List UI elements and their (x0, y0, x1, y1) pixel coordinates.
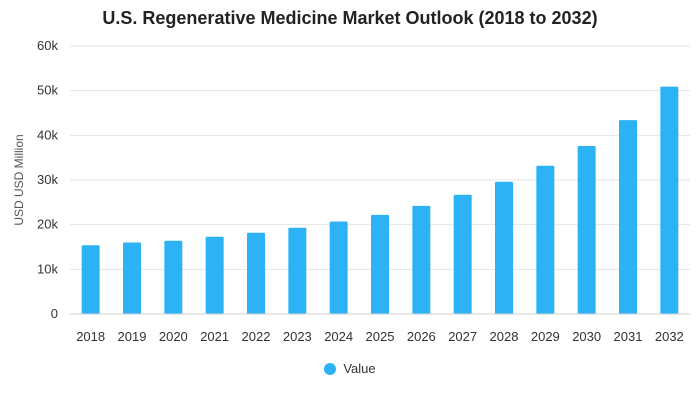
bar-2026[interactable] (412, 205, 431, 314)
x-tick-label: 2026 (407, 329, 436, 344)
x-tick-label: 2027 (448, 329, 477, 344)
bar-2018[interactable] (81, 245, 100, 314)
y-tick-label: 10k (37, 261, 58, 276)
y-axis-label: USD USD Million (12, 134, 26, 225)
axis-layer: 0 10k 20k 30k 40k 50k 60k 2018 2019 2020 2021 2022 2… (37, 38, 690, 344)
legend-label: Value (343, 361, 376, 376)
bar-2032[interactable] (660, 86, 679, 314)
bar-2029[interactable] (536, 165, 555, 314)
bar-2023[interactable] (288, 227, 307, 314)
x-tick-label: 2018 (76, 329, 105, 344)
y-tick-label: 40k (37, 127, 58, 142)
y-tick-label: 30k (37, 172, 58, 187)
bar-2022[interactable] (247, 232, 265, 314)
chart-title: U.S. Regenerative Medicine Market Outloo… (102, 8, 598, 28)
x-tick-label: 2028 (490, 329, 519, 344)
y-tick-label: 50k (37, 83, 58, 98)
bar-2019[interactable] (123, 242, 141, 314)
bar-layer (81, 86, 679, 314)
bar-2030[interactable] (577, 146, 596, 314)
bar-2025[interactable] (371, 214, 389, 314)
y-tick-label: 20k (37, 217, 58, 232)
bar-2027[interactable] (453, 194, 472, 314)
bar-2020[interactable] (164, 240, 183, 314)
x-tick-label: 2029 (531, 329, 560, 344)
legend-swatch (324, 362, 337, 375)
x-tick-label: 2032 (655, 329, 684, 344)
x-tick-label: 2020 (159, 329, 188, 344)
bar-2028[interactable] (495, 181, 513, 314)
x-tick-label: 2019 (118, 329, 147, 344)
bar-2024[interactable] (329, 221, 348, 314)
x-tick-label: 2025 (366, 329, 395, 344)
x-tick-label: 2031 (614, 329, 643, 344)
x-tick-label: 2023 (283, 329, 312, 344)
x-tick-label: 2024 (324, 329, 353, 344)
y-tick-label: 0 (51, 306, 58, 321)
x-tick-label: 2022 (242, 329, 271, 344)
y-tick-label: 60k (37, 38, 58, 53)
x-tick-label: 2030 (572, 329, 601, 344)
legend[interactable]: Value (0, 361, 700, 376)
bar-2021[interactable] (205, 236, 224, 314)
bar-2031[interactable] (619, 120, 637, 314)
x-tick-label: 2021 (200, 329, 229, 344)
